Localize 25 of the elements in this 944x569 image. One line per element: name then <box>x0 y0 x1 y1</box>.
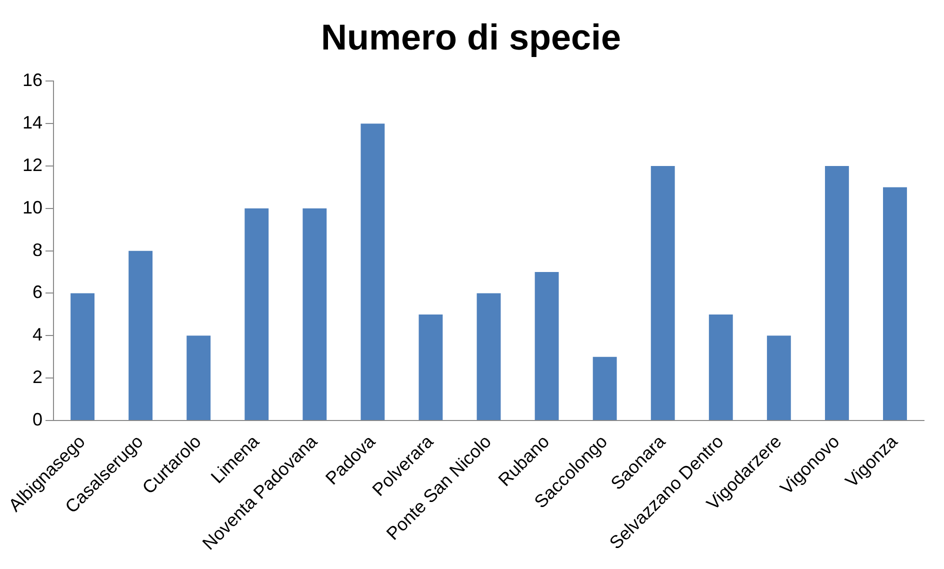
y-tick-label: 8 <box>32 240 43 260</box>
bar <box>824 166 849 420</box>
bar <box>186 336 211 420</box>
bar <box>592 356 617 420</box>
bar <box>418 314 443 420</box>
y-tick-label: 14 <box>22 112 43 133</box>
bar <box>883 187 907 420</box>
y-tick-label: 4 <box>32 324 43 345</box>
y-tick-label: 12 <box>22 154 43 175</box>
bar <box>650 166 675 420</box>
y-tick-label: 10 <box>22 197 43 218</box>
y-tick-label: 2 <box>32 367 43 388</box>
y-tick-label: 6 <box>32 282 43 302</box>
bar <box>766 336 791 420</box>
bar <box>302 208 327 420</box>
bar <box>70 293 94 420</box>
bar <box>534 272 559 420</box>
bar <box>708 314 733 420</box>
bar <box>476 293 501 420</box>
y-tick-label: 16 <box>22 70 43 90</box>
chart-title: Numero di specie <box>320 16 622 58</box>
y-tick-label: 0 <box>32 409 43 430</box>
bar <box>360 124 385 420</box>
bar <box>128 250 153 420</box>
bar <box>244 208 269 420</box>
